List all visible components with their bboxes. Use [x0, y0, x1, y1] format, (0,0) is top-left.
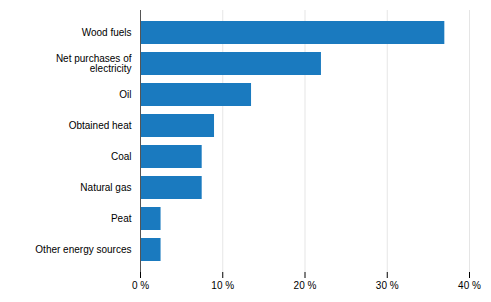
- svg-text:Wood fuels: Wood fuels: [82, 27, 132, 38]
- svg-text:0 %: 0 %: [132, 280, 149, 291]
- svg-text:20 %: 20 %: [294, 280, 317, 291]
- svg-text:Obtained heat: Obtained heat: [69, 120, 132, 131]
- svg-text:Oil: Oil: [119, 89, 131, 100]
- svg-text:Peat: Peat: [111, 213, 132, 224]
- svg-text:Natural gas: Natural gas: [80, 182, 131, 193]
- svg-text:40 %: 40 %: [458, 280, 481, 291]
- svg-text:Net purchases ofelectricity: Net purchases ofelectricity: [56, 53, 132, 74]
- svg-text:10 %: 10 %: [211, 280, 234, 291]
- svg-text:Other energy sources: Other energy sources: [35, 244, 131, 255]
- svg-text:30 %: 30 %: [376, 280, 399, 291]
- svg-text:Coal: Coal: [111, 151, 132, 162]
